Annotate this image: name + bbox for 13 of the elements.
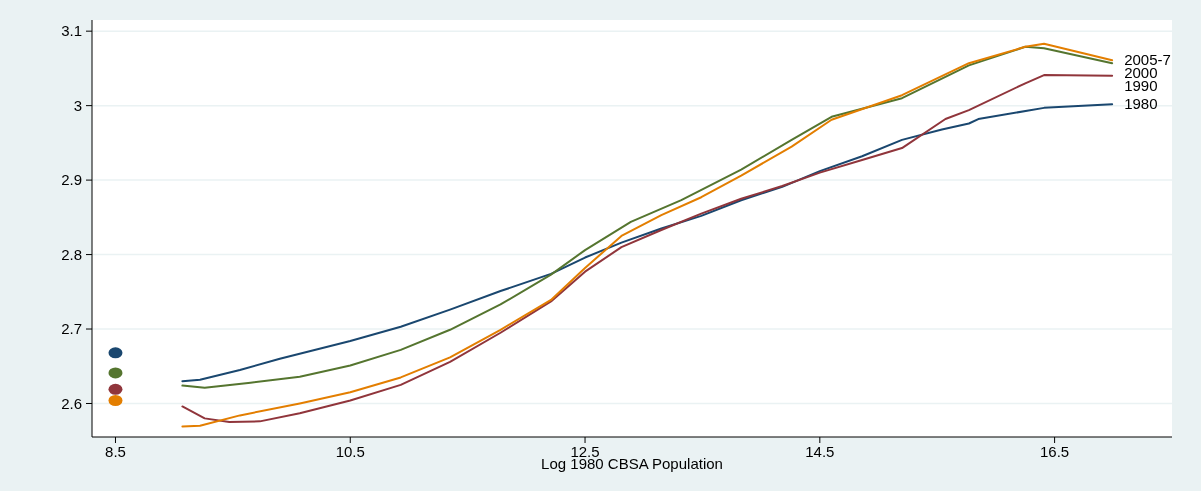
x-tick-label: 8.5 — [105, 443, 126, 460]
x-tick-label: 14.5 — [805, 443, 835, 460]
line-series — [181, 103, 1114, 383]
x-tick-label: 12.5 — [570, 443, 600, 460]
x-tick-label: 16.5 — [1040, 443, 1070, 460]
y-tick-label: 2.9 — [61, 171, 82, 189]
x-tick-label: 10.5 — [335, 443, 365, 460]
series-label: 1980 — [1124, 95, 1158, 113]
y-tick-label: 2.8 — [61, 245, 82, 263]
y-tick-label: 3.1 — [61, 22, 82, 40]
y-tick-label: 2.6 — [61, 394, 82, 412]
y-tick-label: 2.7 — [61, 320, 82, 338]
y-tick-label: 3 — [73, 96, 82, 114]
